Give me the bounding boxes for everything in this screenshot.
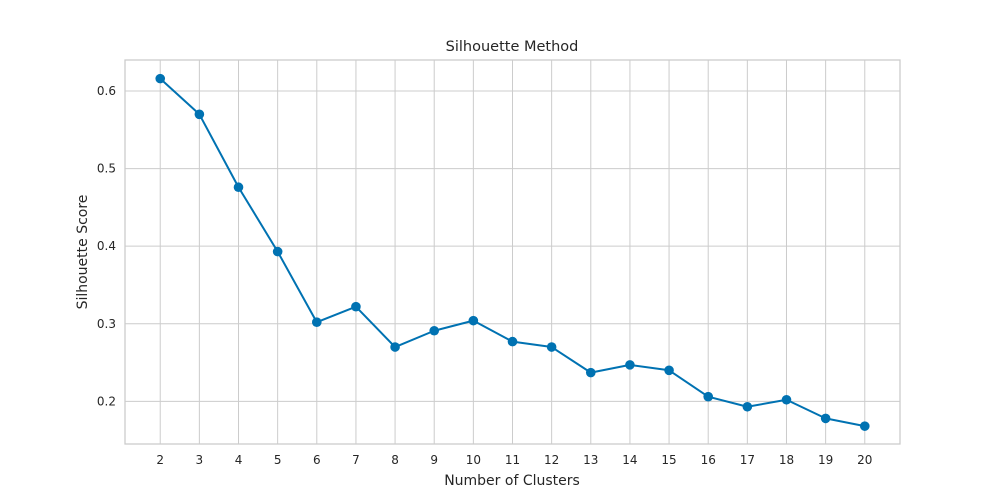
x-tick-label: 10 (466, 453, 481, 467)
data-point (585, 367, 596, 378)
x-tick-label: 17 (740, 453, 755, 467)
data-point (429, 325, 440, 336)
x-tick-label: 6 (313, 453, 321, 467)
data-point (194, 109, 205, 120)
x-tick-label: 8 (391, 453, 399, 467)
x-tick-label: 4 (235, 453, 243, 467)
data-point (468, 315, 479, 326)
data-point (351, 301, 361, 312)
series-layer (155, 73, 870, 431)
data-point (625, 360, 635, 370)
data-point (820, 413, 831, 424)
data-point (859, 421, 870, 431)
x-tick-label: 15 (661, 453, 676, 467)
x-tick-label: 12 (544, 453, 559, 467)
data-point (664, 365, 674, 376)
x-tick-label: 13 (583, 453, 598, 467)
data-point (155, 73, 166, 84)
data-point (781, 394, 792, 405)
data-point (507, 336, 518, 347)
y-tick-label: 0.5 (97, 162, 116, 176)
x-tick-label: 20 (857, 453, 872, 467)
data-point (546, 342, 557, 352)
ticks-layer: 2 3 4 5 6 7 8 9 10 11 12 13 14 15 16 17 18 19 20 0.2 0.3 0.4 0… (97, 84, 873, 467)
y-tick-label: 0.2 (97, 394, 116, 408)
y-axis-label: Silhouette Score (75, 195, 91, 310)
chart-title: Silhouette Method (446, 39, 579, 55)
y-tick-label: 0.6 (97, 84, 116, 98)
x-tick-label: 19 (818, 453, 833, 467)
plot-frame (124, 59, 901, 445)
x-tick-label: 2 (156, 453, 164, 467)
x-tick-label: 14 (622, 453, 637, 467)
x-tick-label: 3 (196, 453, 204, 467)
x-tick-label: 5 (274, 453, 282, 467)
x-axis-label: Number of Clusters (444, 473, 580, 489)
x-tick-label: 11 (505, 453, 520, 467)
x-tick-label: 16 (701, 453, 716, 467)
data-point (390, 342, 400, 352)
data-point (311, 317, 322, 328)
data-point (233, 182, 244, 193)
x-tick-label: 7 (352, 453, 360, 467)
data-point (703, 391, 714, 402)
grid (125, 60, 900, 444)
data-point (272, 246, 283, 257)
y-tick-label: 0.4 (97, 239, 116, 253)
x-tick-label: 9 (430, 453, 438, 467)
y-tick-label: 0.3 (97, 317, 116, 331)
x-tick-label: 18 (779, 453, 794, 467)
data-point (742, 401, 753, 412)
